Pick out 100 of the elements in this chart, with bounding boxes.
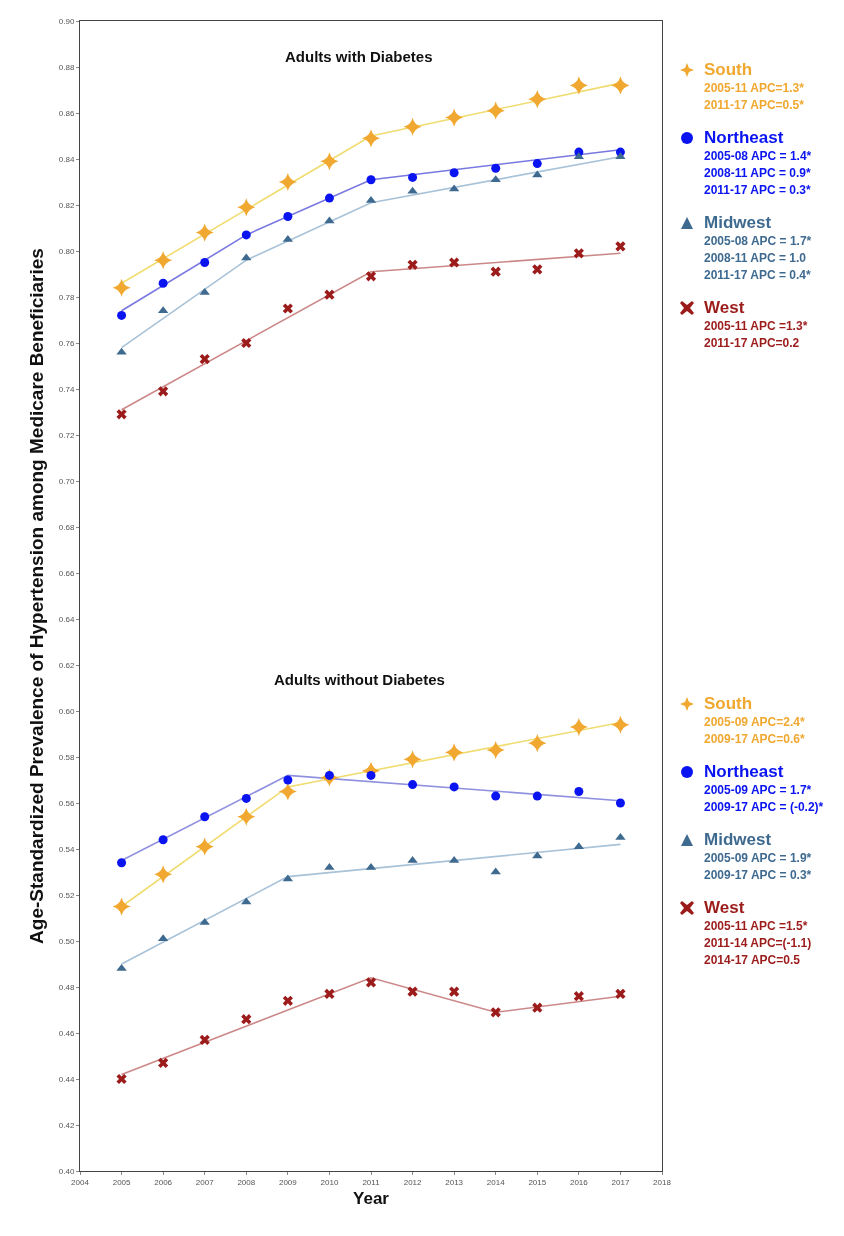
y-axis-title: Age-Standardized Prevalence of Hypertension among Medicare Beneficiaries <box>25 248 47 944</box>
point <box>490 867 501 875</box>
point <box>361 129 381 148</box>
point <box>532 159 542 169</box>
x-tick-label: 2008 <box>237 1177 256 1187</box>
point <box>615 241 626 252</box>
y-tick-label: 0.82 <box>58 200 75 210</box>
y-tick-label: 0.86 <box>58 108 75 118</box>
point <box>199 354 210 365</box>
point <box>324 193 334 203</box>
x-tick-label: 2011 <box>362 1177 381 1187</box>
point <box>117 310 127 320</box>
point <box>445 108 464 127</box>
text: 2005-08 APC = 1.7* 2008-11 APC = 1.0 2011-17 APC = 0.4* <box>704 233 812 284</box>
point <box>449 168 459 178</box>
y-tick-label: 0.64 <box>58 614 75 624</box>
point <box>154 865 173 884</box>
point <box>324 289 335 300</box>
point <box>241 897 252 905</box>
point <box>324 988 335 999</box>
legend-label: South <box>704 60 753 80</box>
y-tick-label: 0.72 <box>58 430 75 440</box>
y-tick-label: 0.74 <box>58 384 75 394</box>
y-tick-label: 0.80 <box>58 246 75 256</box>
point <box>490 266 501 277</box>
point <box>154 251 173 270</box>
point <box>569 76 588 95</box>
point <box>241 1014 252 1025</box>
y-tick-label: 0.42 <box>58 1120 75 1130</box>
point <box>574 787 584 796</box>
point <box>611 76 630 95</box>
x-tick-label: 2005 <box>112 1177 132 1187</box>
point <box>195 223 214 242</box>
point <box>573 991 584 1002</box>
legend-label: Northeast <box>704 128 784 148</box>
point <box>490 1007 501 1018</box>
point <box>403 117 422 136</box>
point <box>403 750 422 769</box>
point <box>491 791 501 801</box>
y-tick-label: 0.48 <box>58 982 75 992</box>
text: 2005-08 APC = 1.4* 2008-11 APC = 0.9* 2011-17 APC = 0.3* <box>704 148 812 199</box>
point <box>282 303 293 314</box>
point <box>449 986 460 997</box>
point <box>158 1057 169 1068</box>
x-axis-title: Year <box>353 1189 390 1208</box>
x-tick-label: 2010 <box>320 1177 339 1187</box>
y-tick-label: 0.50 <box>58 936 75 946</box>
point <box>615 798 625 808</box>
y-tick-label: 0.52 <box>58 890 75 900</box>
point <box>241 793 251 803</box>
point <box>532 791 542 801</box>
point <box>112 278 131 297</box>
text: 2005-11 APC =1.3* 2011-17 APC=0.2 <box>704 318 809 352</box>
point <box>528 90 547 109</box>
point <box>449 782 459 792</box>
point <box>532 170 543 178</box>
point <box>237 807 256 826</box>
x-tick-label: 2007 <box>195 1177 215 1187</box>
point <box>408 172 418 182</box>
point <box>195 837 214 856</box>
point <box>112 897 131 916</box>
point <box>241 230 251 240</box>
point <box>158 386 169 397</box>
y-tick-label: 0.44 <box>58 1074 75 1084</box>
point <box>407 986 418 997</box>
y-tick-label: 0.58 <box>58 752 75 762</box>
point <box>117 858 127 868</box>
point <box>237 198 256 217</box>
y-tick-label: 0.46 <box>58 1028 75 1038</box>
y-tick-label: 0.76 <box>58 338 75 348</box>
y-tick-label: 0.78 <box>58 292 75 302</box>
point <box>283 775 293 785</box>
point <box>158 278 168 288</box>
y-tick-label: 0.40 <box>58 1166 75 1176</box>
point <box>449 257 460 268</box>
point <box>365 271 377 282</box>
x-tick-label: 2017 <box>611 1177 630 1187</box>
annotation: Adults with Diabetes <box>285 48 433 65</box>
x-tick-label: 2006 <box>154 1177 173 1187</box>
point <box>408 780 418 790</box>
point <box>158 835 168 845</box>
y-tick-label: 0.88 <box>58 62 75 72</box>
y-tick-label: 0.66 <box>58 568 75 578</box>
legend-label: Midwest <box>704 829 772 850</box>
legend-label: Midwest <box>704 213 772 233</box>
point <box>611 715 630 734</box>
text: 2005-09 APC=2.4* 2009-17 APC=0.6* <box>704 713 806 748</box>
y-tick-label: 0.90 <box>58 16 75 26</box>
point <box>282 995 293 1006</box>
x-tick-label: 2012 <box>403 1177 423 1187</box>
x-tick-label: 2015 <box>528 1177 547 1187</box>
point <box>491 163 501 173</box>
point <box>366 175 376 185</box>
point <box>532 264 543 275</box>
y-tick-label: 0.56 <box>58 798 75 808</box>
point <box>199 287 210 295</box>
point <box>116 409 127 420</box>
x-tick-label: 2009 <box>278 1177 298 1187</box>
x-tick-label: 2013 <box>445 1177 464 1187</box>
point <box>569 718 588 737</box>
